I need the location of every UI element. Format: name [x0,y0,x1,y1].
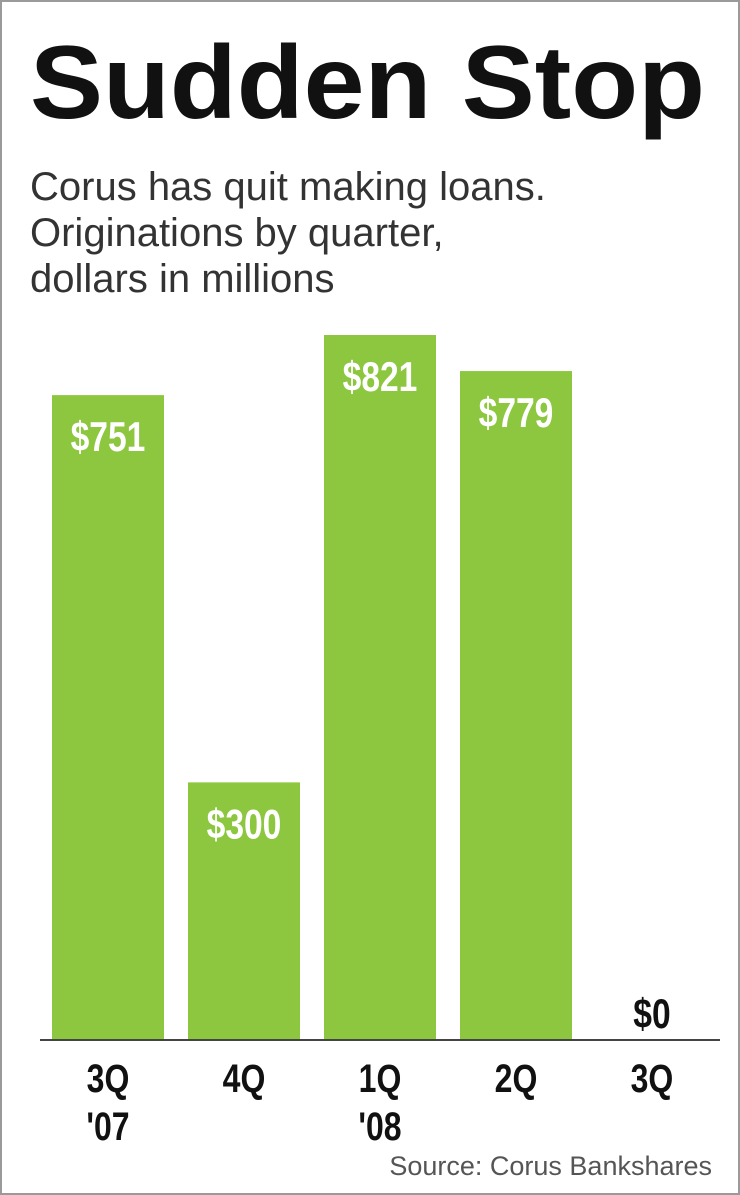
x-tick-label: 2Q [495,1056,538,1101]
source: Source: Corus Bankshares [389,1151,712,1181]
bar [460,371,572,1040]
x-tick-label: 1Q [359,1056,402,1101]
bar [324,335,436,1040]
value-label: $821 [343,355,418,401]
subtitle-line: Corus has quit making loans. [30,165,546,209]
subtitle-line: dollars in millions [30,257,335,301]
value-label: $300 [207,802,282,848]
subtitle: Corus has quit making loans.Originations… [30,165,546,301]
value-label: $0 [633,992,670,1038]
subtitle-line: Originations by quarter, [30,211,444,255]
x-tick-label: '08 [358,1104,401,1149]
x-tick-label: 4Q [223,1056,266,1101]
bar [52,395,164,1040]
value-label: $779 [479,391,554,437]
value-label: $751 [71,415,146,461]
x-tick-label: 3Q [631,1056,674,1101]
x-tick-label: '07 [86,1104,129,1149]
chart-title: Sudden Stop [30,25,705,141]
x-tick-label: 3Q [87,1056,130,1101]
bar [188,782,300,1040]
